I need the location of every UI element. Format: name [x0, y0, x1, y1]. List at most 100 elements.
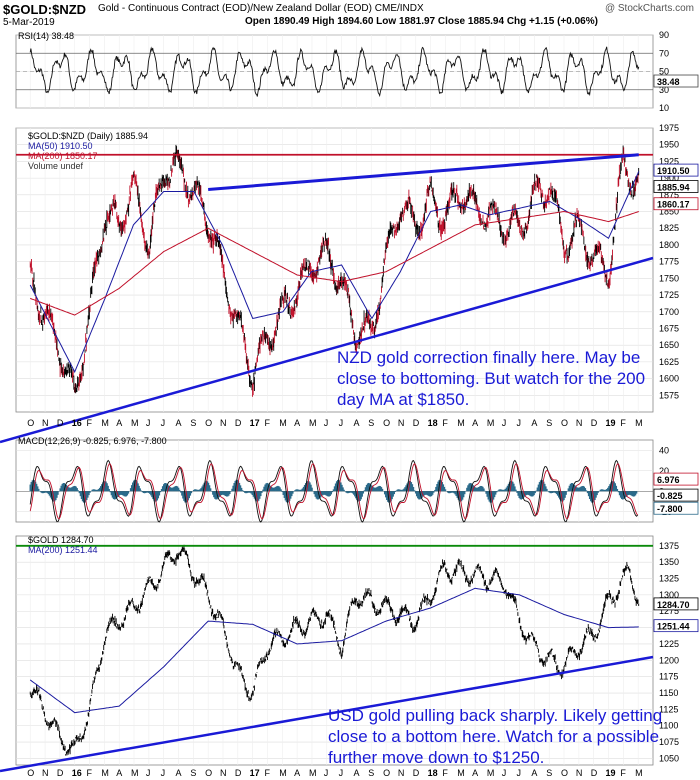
chart-symbol: $GOLD:$NZD: [3, 2, 87, 17]
nzd-panel-x-label: A: [531, 418, 537, 428]
usd-panel-x-label: D: [591, 768, 598, 778]
usd-panel-x-label: 18: [428, 768, 438, 778]
usd-panel-tick-label: 1175: [659, 672, 678, 682]
usd-panel-x-label: M: [131, 768, 139, 778]
nzd-ma200-tag-box: [653, 197, 699, 211]
nzd-panel-x-label: M: [131, 418, 139, 428]
usd-panel-x-label: D: [413, 768, 420, 778]
nzd-panel-x-label: A: [176, 418, 182, 428]
nzd-panel-tick-label: 1825: [659, 223, 679, 233]
nzd-annotation: NZD gold correction finally here. May be…: [337, 348, 646, 409]
nzd-panel-tick-label: 1625: [659, 357, 679, 367]
nzd-panel-x-label: M: [635, 418, 643, 428]
nzd-panel-x-label: M: [487, 418, 495, 428]
usd-panel-x-label: A: [116, 768, 122, 778]
nzd-panel-x-label: D: [591, 418, 598, 428]
nzd-panel-x-label: S: [546, 418, 552, 428]
nzd-panel-tick-label: 1850: [659, 207, 679, 217]
nzd-panel-x-label: O: [27, 418, 34, 428]
nzd-panel-x-label: N: [42, 418, 49, 428]
nzd-panel-tick-label: 1875: [659, 190, 679, 200]
macd-panel-tick-label: 20: [659, 466, 669, 476]
macd-signal-tag: 6.976: [657, 475, 680, 485]
nzd-panel-tick-label: 1725: [659, 290, 679, 300]
usd-panel-x-label: N: [398, 768, 405, 778]
rsi-legend: RSI(14) 38.48: [18, 31, 74, 41]
nzd-panel-tick-label: 1800: [659, 240, 679, 250]
usd-panel-x-label: J: [502, 768, 507, 778]
usd-panel-x-label: A: [294, 768, 300, 778]
nzd-panel-x-label: M: [101, 418, 109, 428]
nzd-panel-x-label: N: [220, 418, 227, 428]
nzd-ma50-tag: 1910.50: [657, 166, 690, 176]
nzd-panel-x-label: J: [146, 418, 151, 428]
usd-annotation: USD gold pulling back sharply. Likely ge…: [328, 706, 663, 767]
usd-panel-x-label: A: [353, 768, 359, 778]
nzd-panel-tick-label: 1650: [659, 340, 679, 350]
macd-signal-line: [29, 463, 639, 520]
nzd-panel-tick-label: 1600: [659, 374, 679, 384]
watermark: @ StockCharts.com: [604, 3, 694, 14]
nzd-panel-x-label: O: [561, 418, 568, 428]
usd-panel-tick-label: 1225: [659, 639, 679, 649]
usd-close-tag: 1284.70: [657, 600, 690, 610]
macd-value-tag-box: [653, 488, 699, 502]
usd-panel-x-label: S: [190, 768, 196, 778]
usd-panel-x-label: M: [457, 768, 465, 778]
nzd-panel-x-label: F: [264, 418, 270, 428]
macd-legend: MACD(12,26,9) -0.825, 6.976, -7.800: [18, 436, 167, 446]
macd-line: [29, 459, 639, 523]
nzd-legend-ma200: MA(200) 1850.17: [28, 151, 98, 161]
nzd-panel-frame: [15, 127, 654, 413]
usd-panel-tick-label: 1325: [659, 574, 679, 584]
macd-value-tag: -0.825: [657, 491, 683, 501]
usd-panel-x-label: N: [576, 768, 583, 778]
usd-lower-trendline: [0, 655, 654, 773]
usd-panel-x-label: A: [176, 768, 182, 778]
usd-panel-tick-label: 1150: [659, 688, 678, 698]
nzd-panel-tick-label: 1900: [659, 173, 679, 183]
nzd-lower-trendline: [0, 256, 654, 444]
usd-panel-tick-label: 1375: [659, 541, 679, 551]
usd-panel-tick-label: 1200: [659, 655, 679, 665]
usd-panel-tick-label: 1100: [659, 721, 678, 731]
nzd-ma200-tag: 1860.17: [657, 200, 690, 210]
rsi-line: [29, 46, 640, 98]
nzd-panel-tick-label: 1975: [659, 123, 679, 133]
nzd-legend-price: $GOLD:$NZD (Daily) 1885.94: [28, 131, 148, 141]
usd-panel-x-label: M: [487, 768, 495, 778]
nzd-close-tag-box: [653, 180, 699, 193]
nzd-panel-x-label: A: [116, 418, 122, 428]
rsi-panel-tick-label: 30: [659, 85, 669, 95]
usd-panel-x-label: M: [635, 768, 643, 778]
nzd-panel-tick-label: 1925: [659, 156, 679, 166]
nzd-panel-x-label: J: [339, 418, 344, 428]
usd-panel-x-label: N: [42, 768, 49, 778]
chart-description: Gold - Continuous Contract (EOD)/New Zea…: [98, 3, 424, 14]
nzd-legend-volume: Volume undef: [28, 161, 84, 171]
ohlc-readout: Open 1890.49 High 1894.60 Low 1881.97 Cl…: [245, 16, 598, 27]
usd-panel-x-label: 19: [606, 768, 616, 778]
rsi-panel-tick-label: 50: [659, 67, 669, 77]
usd-panel-x-label: O: [205, 768, 212, 778]
usd-panel-x-label: O: [383, 768, 390, 778]
nzd-panel-x-label: J: [161, 418, 166, 428]
usd-panel-x-label: J: [339, 768, 344, 778]
usd-panel-x-label: F: [442, 768, 448, 778]
rsi-panel-tick-label: 10: [659, 103, 669, 113]
nzd-panel-x-label: M: [309, 418, 317, 428]
nzd-legend-ma50: MA(50) 1910.50: [28, 141, 93, 151]
usd-panel-x-label: J: [517, 768, 522, 778]
usd-panel-x-label: J: [161, 768, 166, 778]
usd-panel-x-label: N: [220, 768, 227, 778]
usd-panel-x-label: 16: [72, 768, 82, 778]
usd-panel-tick-label: 1350: [659, 557, 679, 567]
nzd-ma200-line: [30, 210, 639, 316]
usd-panel-x-label: D: [235, 768, 242, 778]
usd-panel-tick-label: 1125: [659, 704, 678, 714]
nzd-panel-tick-label: 1675: [659, 323, 679, 333]
nzd-panel-x-label: 16: [72, 418, 82, 428]
nzd-panel-x-label: S: [368, 418, 374, 428]
nzd-panel-x-label: F: [442, 418, 448, 428]
nzd-panel-x-label: J: [324, 418, 329, 428]
